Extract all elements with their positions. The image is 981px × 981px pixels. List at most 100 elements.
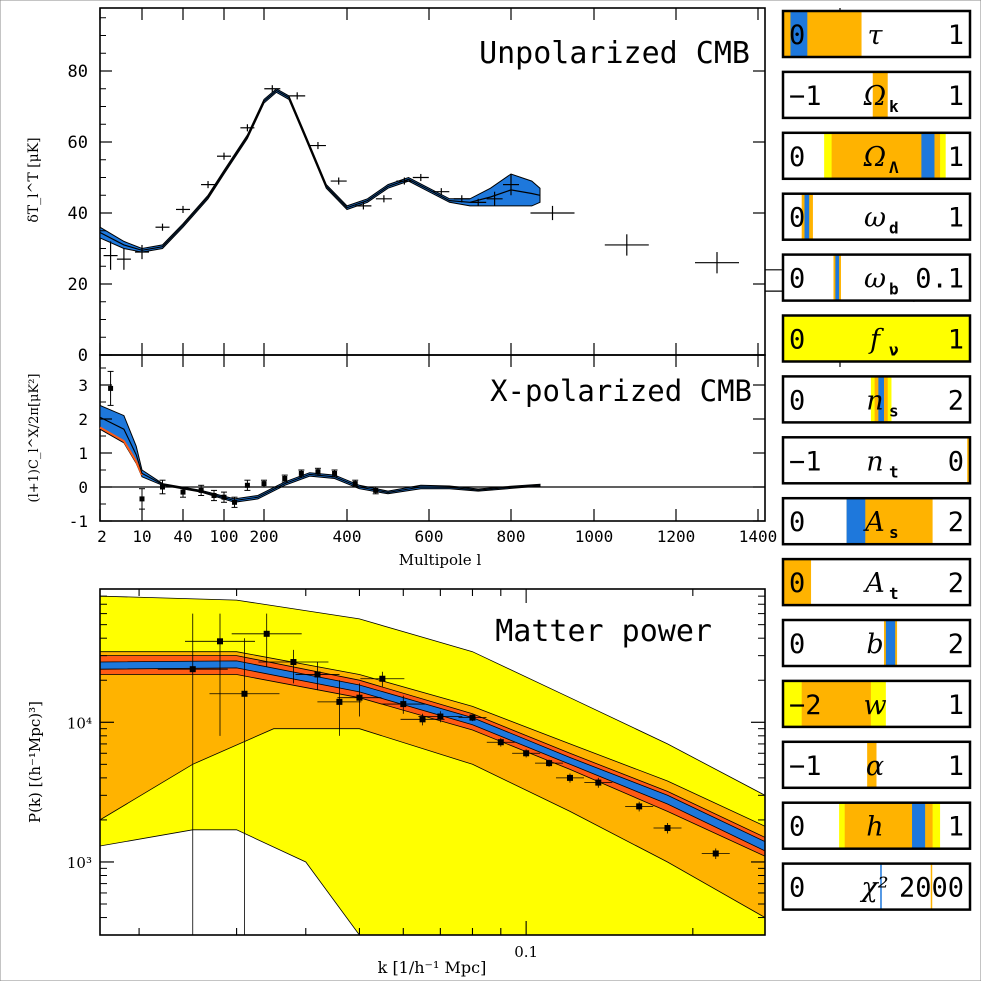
matter-power-title: Matter power — [495, 614, 712, 649]
unpolarized-band-layer — [99, 88, 541, 253]
param-min-label: −1 — [789, 751, 822, 782]
matter-power-plot-frame — [99, 588, 766, 936]
x-polarized-point-marker — [332, 470, 338, 476]
matter-power-point-marker — [314, 671, 321, 678]
matter-power-point-marker — [712, 850, 719, 857]
param-symbol-label: h — [866, 812, 883, 843]
param-box-band — [835, 254, 840, 301]
param-symbol-label: A — [862, 507, 885, 538]
unpolarized-title: Unpolarized CMB — [479, 36, 750, 71]
x-polarized-y-label-group: (l+1)C_l^X/2π[μK²] — [27, 374, 42, 503]
param-max-label: 2 — [948, 385, 964, 416]
matter-power-point-marker — [189, 666, 196, 673]
x-polarized-y-tick-label: 2 — [78, 410, 88, 429]
x-polarized-red-band-edge — [99, 426, 143, 476]
x-polarized-y-label: (l+1)C_l^X/2π[μK²] — [27, 374, 42, 503]
param-box-band — [921, 132, 935, 179]
param-box-background — [783, 193, 970, 240]
matter-power-point-marker — [595, 779, 602, 786]
param-box-band — [912, 802, 926, 849]
param-box-background — [783, 254, 970, 301]
matter-power-y-tick-label: 10⁴ — [67, 714, 92, 732]
param-symbol-label: ω — [864, 203, 886, 234]
param-box-frame — [781, 70, 972, 120]
x-polarized-y-tick-label: 3 — [78, 376, 88, 395]
param-symbol-label: τ — [868, 20, 884, 51]
matter-power-x-tick-label: 0.1 — [514, 943, 538, 961]
param-box-w: −2 w 1 — [781, 679, 972, 729]
param-max-label: 1 — [948, 142, 964, 173]
matter-power-red-band — [100, 655, 765, 857]
x-polarized-point-marker — [160, 484, 165, 490]
param-box-background — [783, 559, 970, 606]
x-polarized-x-tick-label: 200 — [250, 527, 279, 546]
x-polarized-x-label: Multipole l — [399, 551, 482, 569]
param-box-frame — [781, 314, 972, 363]
unpolarized-y-label-group: δT_l^T [μK] — [26, 137, 42, 222]
param-box-background — [783, 620, 970, 666]
param-symbol-label: b — [866, 629, 883, 660]
param-box-band — [783, 559, 812, 606]
param-max-label: 1 — [948, 812, 964, 843]
param-max-label: 0.1 — [915, 264, 964, 295]
x-polarized-x-tick-label: 800 — [497, 527, 526, 546]
unpolarized-y-tick-label: 20 — [68, 275, 88, 295]
param-box-frame — [781, 740, 972, 790]
param-box-α: −1 α 1 — [781, 740, 972, 790]
unpolarized-y-tick-label: 80 — [68, 62, 88, 82]
matter-power-point-marker — [290, 659, 297, 666]
param-box-background — [783, 315, 970, 362]
param-symbol-label: w — [863, 690, 886, 721]
param-box-band — [872, 71, 888, 118]
param-symbol-label: n — [866, 446, 883, 477]
x-polarized-point-marker — [198, 487, 204, 493]
param-symbol-label: α — [866, 751, 884, 782]
x-polarized-point-marker — [221, 494, 227, 500]
matter-power-point-marker — [497, 739, 504, 746]
x-polarized-cmb-panel: -101232104010020040060080010001200140016… — [27, 354, 859, 569]
param-min-label: 0 — [789, 142, 805, 173]
matter-power-x-label: k [1/h⁻¹ Mpc] — [378, 958, 487, 977]
unpolarized-best-fit-line — [99, 89, 541, 251]
param-box-frame — [781, 131, 972, 181]
matter-power-point-marker — [263, 630, 270, 637]
matter-power-y-tick-label: 10³ — [67, 854, 92, 872]
param-min-label: 0 — [789, 325, 805, 356]
param-box-frame — [781, 862, 972, 911]
matter-power-data-points — [157, 613, 730, 935]
x-polarized-x-tick-label: 1400 — [739, 527, 778, 546]
x-polarized-x-tick-label: 600 — [415, 527, 444, 546]
param-min-label: −1 — [789, 81, 822, 112]
matter-power-point-marker — [636, 803, 643, 810]
param-max-label: 1 — [948, 751, 964, 782]
param-box-background — [783, 863, 970, 910]
param-max-label: 1 — [948, 20, 964, 51]
matter-power-point-marker — [400, 701, 407, 708]
param-box-band — [867, 741, 877, 788]
param-min-label: 0 — [789, 812, 805, 843]
param-subscript-label: b — [889, 280, 899, 299]
x-polarized-point-marker — [244, 482, 250, 488]
unpolarized-cmb-panel: 0 20 40 60 80 Unpolarized CMB δT_l^T [μK] — [26, 7, 915, 366]
param-box-band — [846, 498, 866, 545]
param-subscript-label: t — [889, 584, 899, 603]
x-polarized-x-tick-label: 1000 — [575, 527, 614, 546]
param-box-frame — [781, 9, 972, 59]
x-polarized-point-marker — [352, 481, 358, 487]
param-box-band — [885, 620, 896, 666]
x-polarized-point-marker — [298, 470, 304, 476]
param-symbol-label: Ω — [863, 142, 886, 173]
matter-power-point-marker — [469, 714, 476, 721]
param-min-label: −1 — [789, 446, 822, 477]
x-polarized-best-fit-line — [99, 416, 541, 502]
x-polarized-x-tick-label: 100 — [210, 527, 239, 546]
x-polarized-data-points — [107, 370, 379, 510]
param-box-band — [801, 680, 871, 727]
param-max-label: 2 — [948, 629, 964, 660]
param-min-label: −2 — [789, 690, 822, 721]
